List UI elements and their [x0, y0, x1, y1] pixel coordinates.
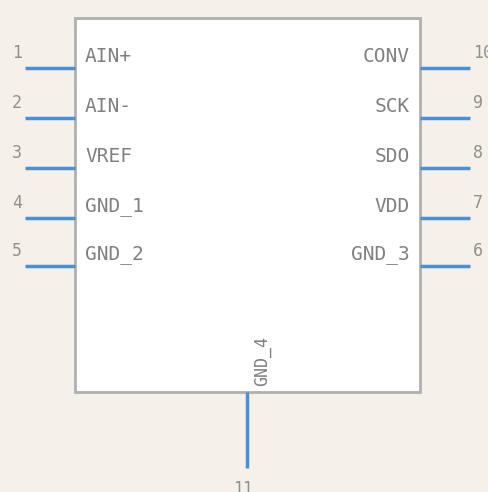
Text: SDO: SDO — [375, 147, 410, 166]
Text: AIN+: AIN+ — [85, 47, 132, 66]
Text: VDD: VDD — [375, 197, 410, 216]
Text: 6: 6 — [473, 242, 483, 260]
Text: GND_3: GND_3 — [351, 245, 410, 264]
Bar — [75, 18, 420, 392]
Text: GND_4: GND_4 — [253, 336, 271, 386]
Text: 8: 8 — [473, 144, 483, 162]
Text: GND_2: GND_2 — [85, 245, 144, 264]
Text: CONV: CONV — [363, 47, 410, 66]
Text: 5: 5 — [12, 242, 22, 260]
Text: SCK: SCK — [375, 97, 410, 116]
Text: GND_1: GND_1 — [85, 197, 144, 216]
Text: 4: 4 — [12, 194, 22, 212]
Text: 11: 11 — [233, 480, 253, 492]
Text: 7: 7 — [473, 194, 483, 212]
Text: 9: 9 — [473, 94, 483, 112]
Text: AIN-: AIN- — [85, 97, 132, 116]
Text: 10: 10 — [473, 44, 488, 62]
Text: 1: 1 — [12, 44, 22, 62]
Text: 2: 2 — [12, 94, 22, 112]
Text: VREF: VREF — [85, 147, 132, 166]
Text: 3: 3 — [12, 144, 22, 162]
